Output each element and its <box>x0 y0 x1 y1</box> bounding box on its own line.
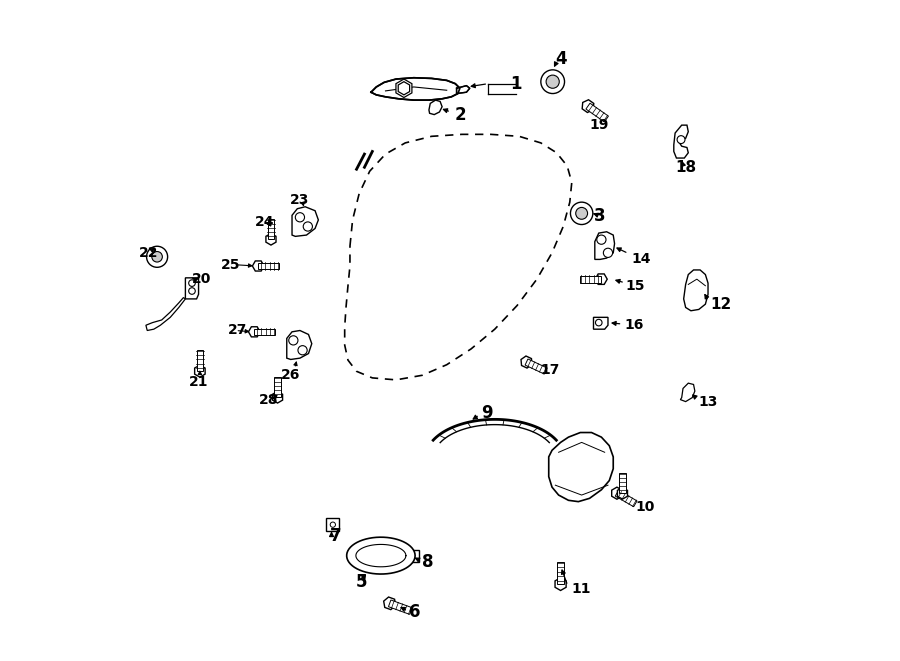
Circle shape <box>189 288 195 294</box>
Text: 17: 17 <box>541 363 560 377</box>
Polygon shape <box>617 487 627 499</box>
Polygon shape <box>557 562 564 584</box>
Polygon shape <box>252 261 264 271</box>
Polygon shape <box>429 100 442 114</box>
FancyBboxPatch shape <box>327 518 339 531</box>
Text: 6: 6 <box>410 603 420 621</box>
Circle shape <box>603 249 613 257</box>
Polygon shape <box>266 233 276 245</box>
Polygon shape <box>521 356 532 368</box>
Polygon shape <box>273 391 283 403</box>
Polygon shape <box>456 86 470 94</box>
Circle shape <box>152 252 162 262</box>
Text: 13: 13 <box>698 395 718 408</box>
Polygon shape <box>274 377 281 397</box>
Text: 2: 2 <box>454 106 466 124</box>
Text: 8: 8 <box>422 553 434 571</box>
Polygon shape <box>674 125 688 158</box>
Polygon shape <box>619 473 625 493</box>
Circle shape <box>541 70 564 94</box>
Polygon shape <box>580 276 601 282</box>
Polygon shape <box>595 274 608 284</box>
Polygon shape <box>396 79 412 97</box>
Text: 7: 7 <box>330 527 342 545</box>
Text: 1: 1 <box>510 75 522 93</box>
Polygon shape <box>267 219 274 239</box>
Polygon shape <box>549 432 613 502</box>
Circle shape <box>147 247 167 267</box>
Text: 24: 24 <box>255 215 274 229</box>
Polygon shape <box>383 597 396 609</box>
Polygon shape <box>595 232 615 259</box>
Polygon shape <box>593 317 608 329</box>
Polygon shape <box>371 78 460 100</box>
Circle shape <box>189 280 195 286</box>
Text: 23: 23 <box>290 193 310 207</box>
Circle shape <box>677 136 685 143</box>
Circle shape <box>289 336 298 345</box>
Text: 26: 26 <box>281 368 301 382</box>
Polygon shape <box>680 383 695 402</box>
Polygon shape <box>194 365 205 377</box>
Circle shape <box>303 222 312 231</box>
Polygon shape <box>146 297 185 330</box>
Polygon shape <box>346 537 415 574</box>
Text: 21: 21 <box>189 375 208 389</box>
Circle shape <box>330 522 336 527</box>
Text: 3: 3 <box>594 207 606 225</box>
Circle shape <box>576 208 588 219</box>
Polygon shape <box>248 327 260 337</box>
Circle shape <box>597 235 606 245</box>
Polygon shape <box>684 270 708 311</box>
Polygon shape <box>398 82 410 95</box>
Polygon shape <box>616 490 637 507</box>
Polygon shape <box>582 100 594 112</box>
Text: 28: 28 <box>259 393 279 407</box>
Text: 25: 25 <box>220 258 240 272</box>
Text: 10: 10 <box>635 500 655 514</box>
Polygon shape <box>185 278 199 299</box>
Polygon shape <box>555 578 566 590</box>
Polygon shape <box>389 600 412 614</box>
Text: 16: 16 <box>625 318 644 332</box>
Text: 15: 15 <box>626 279 645 293</box>
Text: 20: 20 <box>192 272 211 286</box>
FancyBboxPatch shape <box>402 551 419 563</box>
Polygon shape <box>196 350 203 371</box>
Circle shape <box>571 202 593 225</box>
Polygon shape <box>292 207 319 237</box>
Circle shape <box>295 213 304 222</box>
Text: 9: 9 <box>482 404 493 422</box>
Text: 4: 4 <box>554 50 566 68</box>
Text: 27: 27 <box>228 323 247 338</box>
Polygon shape <box>525 359 547 374</box>
Text: 22: 22 <box>140 246 158 260</box>
Text: 14: 14 <box>631 253 651 266</box>
Circle shape <box>596 319 602 326</box>
Text: 19: 19 <box>590 118 609 132</box>
Polygon shape <box>255 329 274 335</box>
Text: 18: 18 <box>675 160 697 175</box>
Circle shape <box>298 346 307 355</box>
Polygon shape <box>258 263 279 269</box>
Polygon shape <box>612 487 622 499</box>
Text: 5: 5 <box>356 573 367 591</box>
Text: 12: 12 <box>710 297 731 312</box>
Text: 11: 11 <box>572 582 591 596</box>
Polygon shape <box>287 330 311 360</box>
Polygon shape <box>586 103 608 122</box>
Circle shape <box>546 75 559 89</box>
